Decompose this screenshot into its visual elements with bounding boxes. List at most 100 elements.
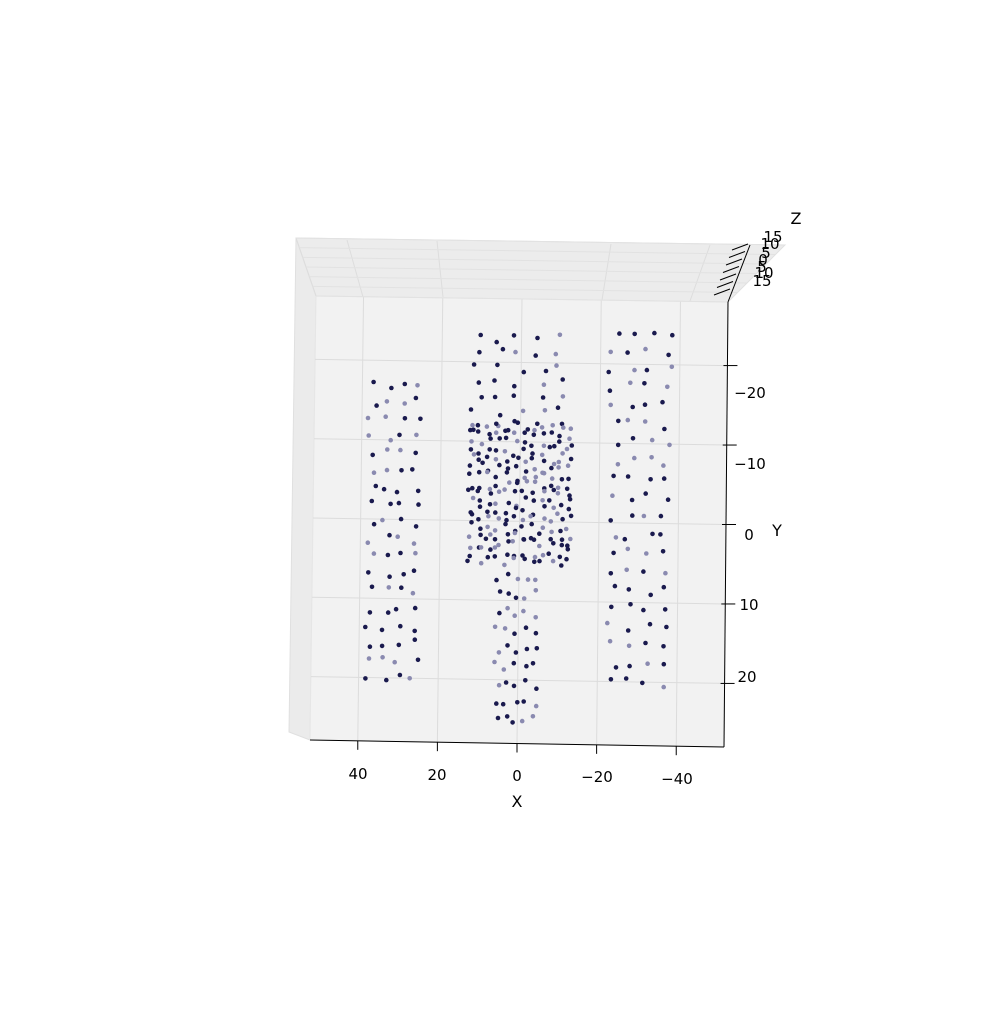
- scatter-point: [628, 602, 633, 607]
- scatter-point: [556, 459, 562, 465]
- scatter-point: [662, 426, 667, 432]
- scatter-point: [661, 463, 666, 468]
- scatter-point: [559, 563, 564, 568]
- scatter-point: [533, 353, 538, 358]
- grid-line-z: [315, 295, 729, 303]
- scatter-point: [512, 631, 517, 636]
- y-tick-label: 0: [744, 526, 754, 544]
- scatter-point: [568, 426, 574, 432]
- scatter-point: [402, 401, 408, 406]
- scatter-point: [516, 455, 521, 461]
- scatter-point: [522, 430, 527, 436]
- scatter-point: [399, 585, 404, 590]
- scatter-point: [661, 584, 667, 590]
- scatter-point: [533, 588, 539, 593]
- scatter-point: [566, 476, 571, 482]
- z-tick-label: 15: [752, 272, 771, 290]
- scatter-point: [470, 422, 475, 428]
- scatter-point: [503, 510, 509, 516]
- scatter-point: [371, 470, 377, 476]
- scatter-point: [493, 474, 499, 480]
- scatter-point: [641, 513, 647, 519]
- scatter-point: [520, 508, 525, 513]
- scatter-point: [564, 556, 569, 562]
- scatter-point: [625, 546, 631, 552]
- scatter-point: [606, 369, 611, 375]
- x-tick-label: −20: [581, 768, 613, 786]
- grid-line-z: [295, 237, 786, 246]
- scatter-point: [367, 610, 373, 615]
- scatter-point: [366, 656, 372, 661]
- scatter-point: [369, 584, 375, 590]
- scatter-point: [523, 625, 529, 630]
- scatter-point: [541, 382, 547, 388]
- z-tick-label: 5: [761, 244, 771, 262]
- scatter-point: [557, 332, 563, 338]
- scatter-point: [380, 655, 385, 660]
- scatter-point: [643, 640, 648, 646]
- scatter-point: [533, 703, 539, 709]
- scatter-point: [507, 480, 512, 485]
- scatter-point: [523, 459, 528, 465]
- scatter-point: [665, 497, 671, 503]
- scatter-point: [519, 524, 524, 529]
- scatter-point: [534, 686, 539, 691]
- scatter-point: [488, 491, 494, 496]
- scatter-point: [397, 672, 403, 678]
- scatter-point: [413, 450, 419, 456]
- scatter-point: [560, 516, 565, 522]
- scatter-point: [530, 451, 535, 456]
- x-tick-label: 0: [512, 767, 522, 785]
- scatter-point: [496, 516, 502, 521]
- scatter-point: [531, 537, 537, 542]
- scatter-point: [493, 430, 499, 436]
- scatter-point: [493, 457, 499, 462]
- scatter-point: [563, 526, 569, 532]
- grid-lines: [295, 237, 786, 747]
- scatter-point: [479, 441, 485, 447]
- scatter-point: [374, 403, 379, 408]
- scatter-point: [401, 572, 407, 577]
- x-tick-label: 40: [348, 765, 367, 783]
- scatter-point: [476, 380, 482, 385]
- z-tick: [722, 266, 740, 273]
- scatter-point: [487, 447, 493, 452]
- scatter-point: [539, 452, 545, 458]
- scatter-point: [567, 493, 572, 498]
- grid-line-z: [309, 276, 748, 284]
- scatter-point: [557, 439, 562, 444]
- scatter-point: [496, 542, 501, 548]
- scatter-point: [366, 433, 372, 438]
- scatter-point: [521, 369, 527, 375]
- scatter-point: [533, 630, 539, 636]
- scatter-point: [492, 624, 498, 630]
- scatter-point: [615, 462, 621, 467]
- scatter-point: [505, 643, 510, 648]
- scatter-point: [611, 473, 616, 479]
- x-tick-label: 20: [427, 766, 446, 784]
- scatter-point: [522, 556, 527, 562]
- scatter-point: [625, 417, 631, 423]
- scatter-point: [548, 519, 554, 524]
- y-tick-label: −10: [734, 455, 766, 473]
- grid-line-y: [310, 676, 725, 684]
- scatter-point: [385, 552, 391, 558]
- scatter-point: [512, 488, 518, 494]
- scatter-point: [363, 676, 368, 681]
- scatter-point: [661, 661, 667, 667]
- scatter-point: [541, 431, 547, 436]
- scatter-point: [396, 642, 402, 648]
- scatter-point: [389, 385, 394, 391]
- scatter-point: [565, 463, 571, 469]
- scatter-point: [522, 475, 527, 481]
- scatter-point: [497, 436, 503, 441]
- scatter-point: [366, 570, 371, 575]
- scatter-point: [503, 428, 508, 434]
- scatter-point: [478, 560, 484, 566]
- scatter-point: [524, 479, 530, 484]
- scatter-point: [548, 536, 553, 542]
- scatter-point: [504, 517, 509, 523]
- scatter-point: [476, 457, 482, 463]
- scatter-point: [398, 550, 403, 556]
- scatter-point: [483, 536, 489, 542]
